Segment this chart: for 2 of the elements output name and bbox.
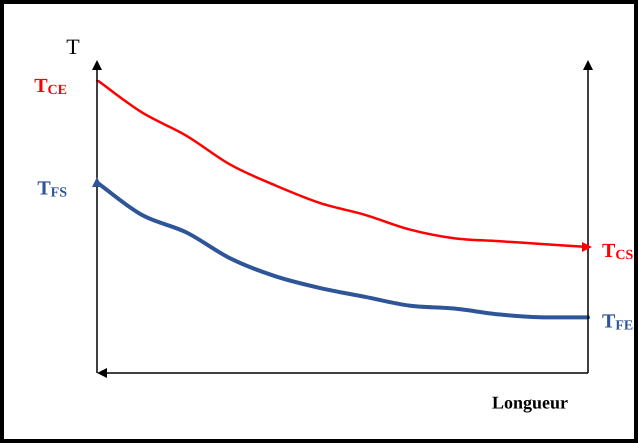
y-axis-title: T — [66, 34, 80, 59]
x-axis-title: Longueur — [492, 392, 568, 413]
